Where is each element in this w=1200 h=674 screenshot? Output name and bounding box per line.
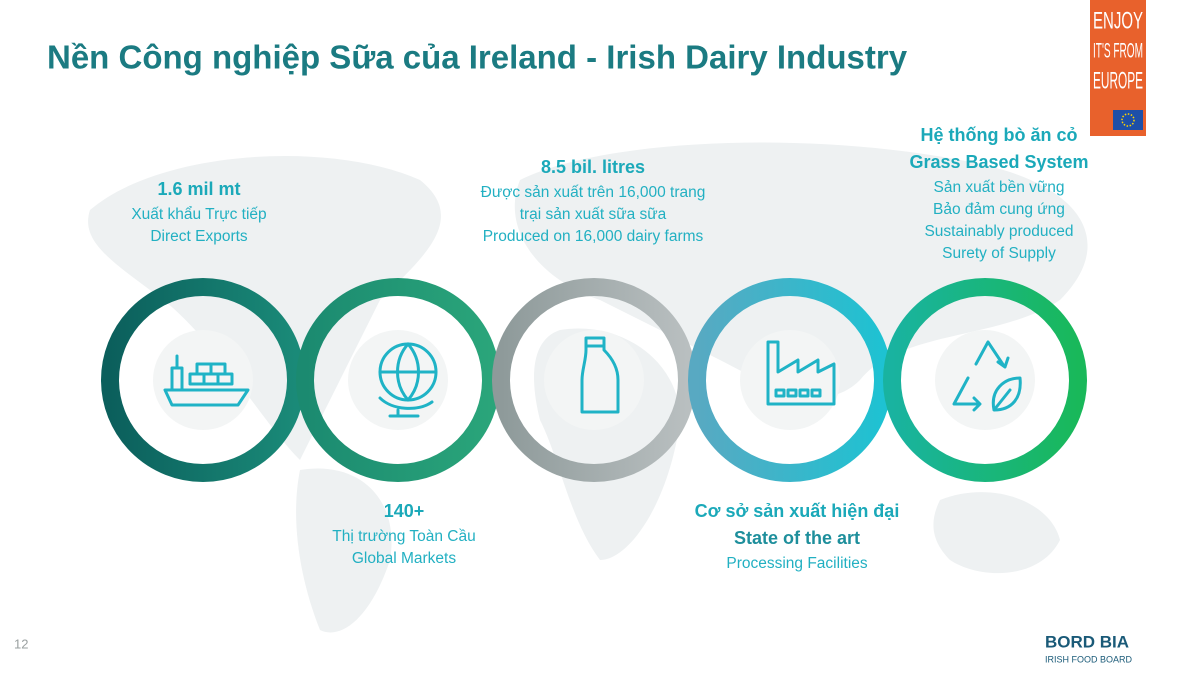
- stat-line: Được sản xuất trên 16,000 trang: [481, 184, 706, 201]
- page-number: 12: [14, 636, 28, 651]
- eu-flag: [1113, 110, 1143, 130]
- globe-icon: [378, 342, 438, 418]
- stat-line: Sustainably produced: [924, 223, 1073, 240]
- ring: [296, 278, 500, 482]
- stat-line: Produced on 16,000 dairy farms: [483, 228, 704, 245]
- stat-line: Direct Exports: [150, 228, 248, 245]
- stat-line: Surety of Supply: [942, 245, 1056, 262]
- badge-line: ENJOY: [1093, 7, 1143, 34]
- stat-line: Thị trường Toàn Cầu: [332, 528, 475, 545]
- stat-headline: 8.5 bil. litres: [541, 157, 645, 177]
- stat-headline: State of the art: [734, 528, 860, 548]
- brand-name: BORD BIA: [1045, 632, 1129, 651]
- stat-headline: 1.6 mil mt: [157, 179, 240, 199]
- slide-title: Nền Công nghiệp Sữa của Ireland - Irish …: [47, 39, 908, 76]
- stat-headline: Grass Based System: [909, 152, 1088, 172]
- stat-line: Xuất khẩu Trực tiếp: [131, 206, 266, 223]
- badge-line: IT'S FROM: [1093, 40, 1143, 63]
- stat-line: Global Markets: [352, 550, 456, 567]
- stat-headline: Cơ sở sản xuất hiện đại: [695, 501, 900, 521]
- stat-headline: Hệ thống bò ăn cỏ: [921, 125, 1078, 145]
- rings: [101, 278, 1087, 482]
- brand-tagline: IRISH FOOD BOARD: [1045, 654, 1133, 664]
- bottle-icon: [580, 336, 620, 414]
- stat-headline: 140+: [384, 501, 425, 521]
- stat-line: Processing Facilities: [726, 555, 868, 572]
- stat-line: Sản xuất bền vững: [933, 179, 1064, 196]
- badge-line: EUROPE: [1093, 67, 1143, 94]
- stat-line: Bảo đảm cung ứng: [933, 201, 1065, 218]
- ring: [883, 278, 1087, 482]
- ring: [492, 278, 696, 482]
- recycle-leaf-icon: [952, 340, 1022, 412]
- eu-stars: [1121, 113, 1135, 127]
- stat-line: trại sản xuất sữa sữa: [520, 206, 667, 223]
- ship-icon: [163, 354, 250, 407]
- factory-icon: [766, 340, 836, 406]
